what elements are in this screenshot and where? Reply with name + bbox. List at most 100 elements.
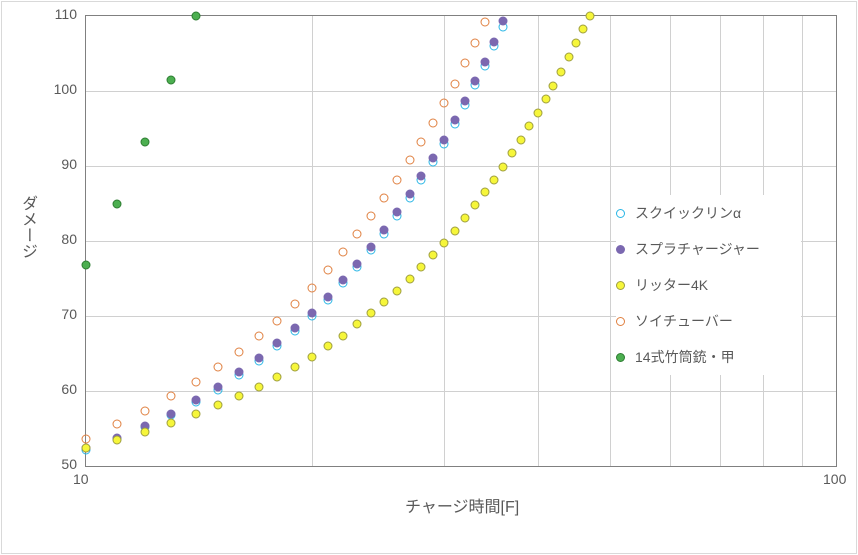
data-point — [490, 175, 499, 184]
data-point — [579, 24, 588, 33]
data-point — [450, 116, 459, 125]
y-tick-label: 70 — [61, 306, 77, 322]
data-point — [254, 383, 263, 392]
data-point — [113, 435, 122, 444]
data-point — [307, 309, 316, 318]
data-point — [113, 199, 122, 208]
data-point — [141, 138, 150, 147]
data-point — [235, 348, 244, 357]
y-tick-label: 60 — [61, 381, 77, 397]
legend: スクイックリンα スプラチャージャーリッター4K ソイチューバー 14式竹筒銃・甲 — [616, 195, 801, 375]
legend-marker-icon — [616, 281, 625, 290]
data-point — [380, 225, 389, 234]
x-tick-label: 100 — [823, 471, 846, 487]
data-point — [338, 247, 347, 256]
data-point — [254, 331, 263, 340]
data-point — [541, 95, 550, 104]
data-point — [470, 201, 479, 210]
data-point — [367, 309, 376, 318]
y-tick-label: 110 — [55, 6, 77, 22]
data-point — [273, 372, 282, 381]
data-point — [254, 354, 263, 363]
data-point — [191, 396, 200, 405]
legend-marker-icon — [616, 317, 625, 326]
data-point — [82, 444, 91, 453]
data-point — [499, 17, 508, 26]
data-point — [393, 286, 402, 295]
data-point — [291, 324, 300, 333]
data-point — [191, 378, 200, 387]
data-point — [417, 171, 426, 180]
data-point — [167, 419, 176, 428]
data-point — [571, 39, 580, 48]
data-point — [480, 18, 489, 27]
data-point — [367, 243, 376, 252]
legend-label: ソイチューバー — [635, 311, 733, 331]
data-point — [405, 274, 414, 283]
data-point — [428, 118, 437, 127]
data-point — [405, 156, 414, 165]
data-point — [470, 77, 479, 86]
legend-item: リッター4K — [616, 267, 801, 303]
data-point — [191, 410, 200, 419]
data-point — [307, 283, 316, 292]
legend-label: 14式竹筒銃・甲 — [635, 347, 735, 367]
data-point — [235, 368, 244, 377]
gridline-h — [86, 166, 836, 167]
data-point — [516, 135, 525, 144]
legend-item: スクイックリンα — [616, 195, 801, 231]
data-point — [113, 420, 122, 429]
data-point — [307, 352, 316, 361]
data-point — [353, 320, 362, 329]
data-point — [499, 162, 508, 171]
legend-item: ソイチューバー — [616, 303, 801, 339]
data-point — [141, 427, 150, 436]
data-point — [82, 261, 91, 270]
data-point — [141, 406, 150, 415]
data-point — [428, 153, 437, 162]
data-point — [480, 57, 489, 66]
gridline-h — [86, 91, 836, 92]
data-point — [557, 67, 566, 76]
legend-item: スプラチャージャー — [616, 231, 801, 267]
data-point — [393, 207, 402, 216]
data-point — [214, 382, 223, 391]
data-point — [586, 12, 595, 21]
data-point — [460, 58, 469, 67]
data-point — [417, 262, 426, 271]
data-point — [439, 99, 448, 108]
data-point — [167, 391, 176, 400]
data-point — [460, 96, 469, 105]
data-point — [470, 39, 479, 48]
data-point — [191, 12, 200, 21]
data-point — [380, 193, 389, 202]
data-point — [405, 189, 414, 198]
data-point — [480, 188, 489, 197]
data-point — [393, 175, 402, 184]
data-point — [380, 297, 389, 306]
y-tick-label: 80 — [61, 231, 77, 247]
legend-label: スプラチャージャー — [635, 239, 760, 259]
data-point — [439, 135, 448, 144]
data-point — [353, 229, 362, 238]
y-axis-label: ダメージ — [15, 195, 39, 259]
y-tick-label: 90 — [61, 156, 77, 172]
x-axis-label: チャージ時間[F] — [405, 493, 519, 517]
damage-chart: 506070809010011010100ダメージチャージ時間[F]スクイックリ… — [0, 0, 858, 555]
legend-label: リッター4K — [635, 275, 708, 295]
data-point — [450, 79, 459, 88]
data-point — [460, 213, 469, 222]
data-point — [291, 300, 300, 309]
data-point — [167, 75, 176, 84]
legend-item: 14式竹筒銃・甲 — [616, 339, 801, 375]
data-point — [82, 435, 91, 444]
data-point — [367, 211, 376, 220]
data-point — [291, 363, 300, 372]
data-point — [417, 138, 426, 147]
data-point — [214, 363, 223, 372]
data-point — [439, 238, 448, 247]
data-point — [525, 122, 534, 131]
data-point — [450, 226, 459, 235]
y-tick-label: 50 — [61, 456, 77, 472]
data-point — [167, 409, 176, 418]
